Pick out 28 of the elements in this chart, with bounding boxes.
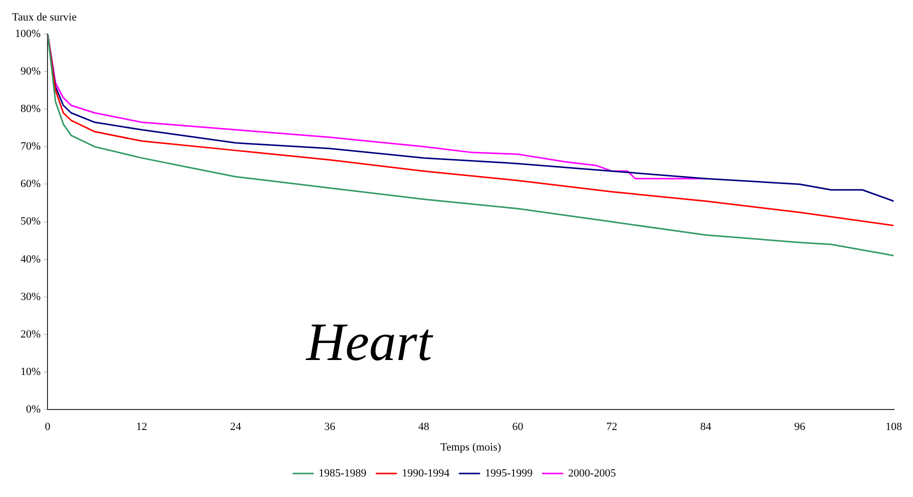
legend-label: 1995-1999: [485, 467, 534, 480]
x-tick-label: 48: [418, 421, 430, 434]
legend-label: 2000-2005: [568, 467, 616, 480]
y-tick-label: 30%: [20, 290, 41, 303]
legend-label: 1990-1994: [402, 467, 450, 480]
x-tick-label: 24: [230, 421, 242, 434]
x-tick-label: 60: [512, 421, 524, 434]
x-tick-label: 108: [886, 421, 902, 434]
x-tick-label: 12: [136, 421, 148, 434]
y-axis-title: Taux de survie: [12, 11, 77, 24]
annotation: Heart: [305, 312, 434, 372]
y-tick-label: 20%: [20, 328, 41, 340]
x-tick-label: 96: [794, 421, 806, 434]
y-tick-label: 50%: [20, 216, 41, 228]
legend-label: 1985-1989: [318, 467, 367, 480]
x-tick-label: 72: [606, 421, 618, 434]
x-tick-label: 36: [324, 421, 336, 434]
y-tick-label: 0%: [26, 403, 41, 416]
y-tick-label: 90%: [20, 65, 41, 78]
y-tick-label: 80%: [20, 103, 41, 116]
x-axis-title: Temps (mois): [440, 441, 502, 454]
y-tick-label: 40%: [20, 253, 41, 266]
y-tick-label: 60%: [20, 178, 41, 190]
y-tick-label: 70%: [20, 140, 41, 153]
x-tick-label: 84: [700, 421, 712, 434]
x-tick-label: 0: [44, 421, 51, 434]
y-tick-label: 10%: [20, 366, 41, 378]
y-tick-label: 100%: [14, 28, 41, 40]
